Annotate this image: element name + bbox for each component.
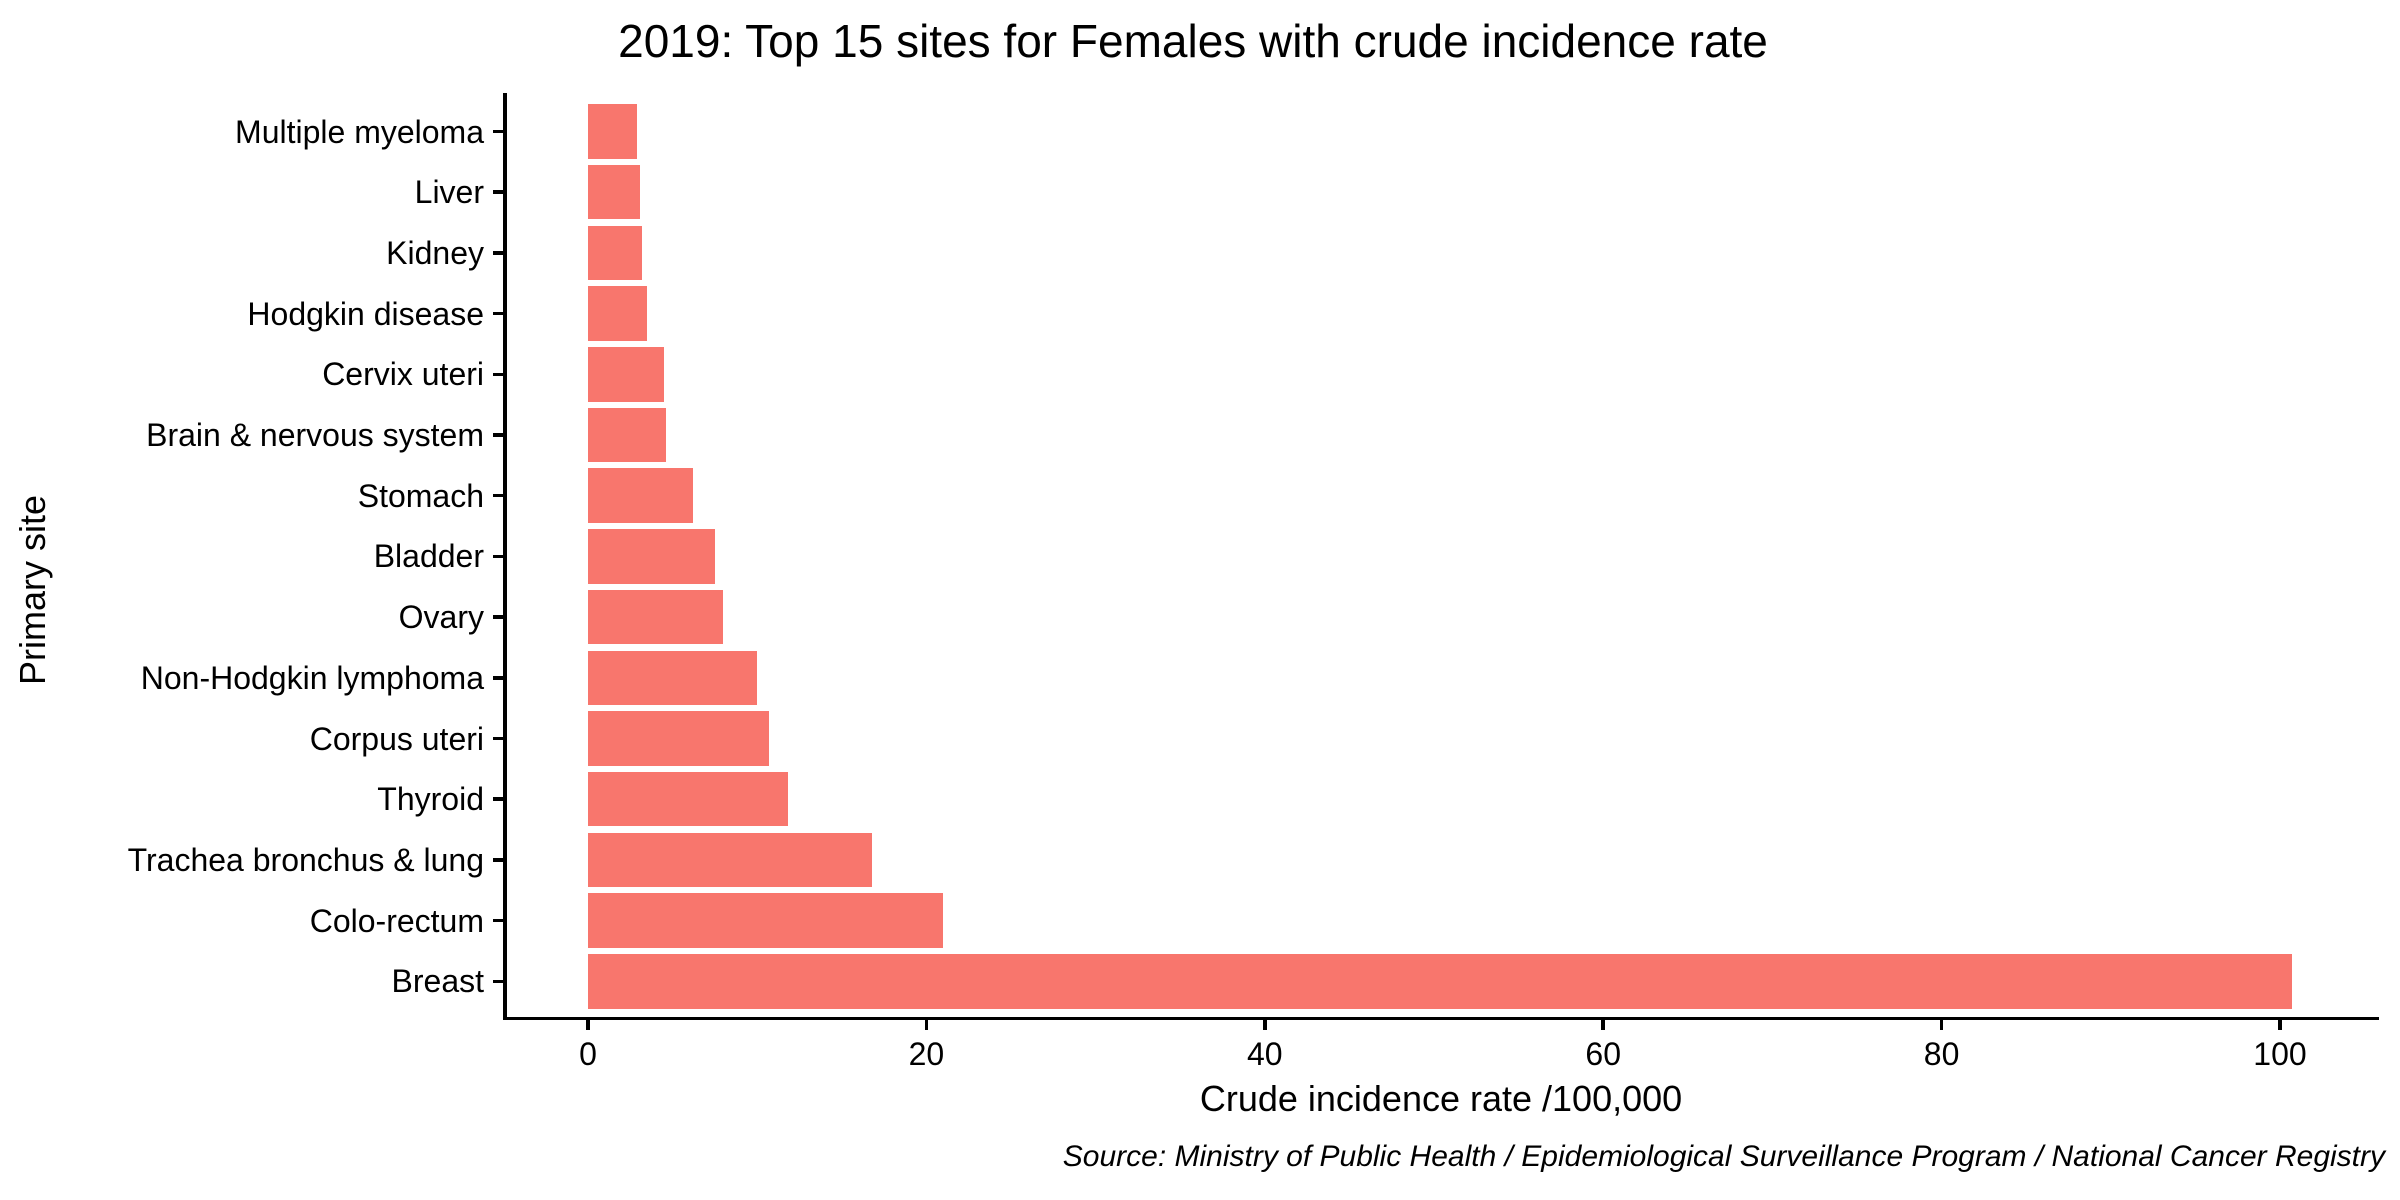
- y-tick-label: Non-Hodgkin lymphoma: [140, 659, 484, 696]
- bar: [588, 954, 2292, 1009]
- y-tick-mark: [492, 858, 504, 862]
- x-tick-label: 80: [1923, 1036, 1960, 1072]
- y-tick-mark: [492, 918, 504, 923]
- y-tick-label: Trachea bronchus & lung: [127, 841, 484, 878]
- x-axis-line: [503, 1016, 2379, 1020]
- y-tick-mark: [492, 190, 504, 194]
- bar: [588, 589, 724, 645]
- y-tick-label: Multiple myeloma: [235, 113, 484, 150]
- x-tick-label: 40: [1247, 1036, 1283, 1072]
- bar: [588, 407, 666, 463]
- y-tick-mark: [492, 554, 504, 559]
- x-tick-mark: [924, 1020, 929, 1030]
- x-tick-mark: [2278, 1020, 2282, 1030]
- y-tick-label: Kidney: [386, 234, 484, 271]
- bar: [588, 347, 665, 402]
- bar: [588, 164, 641, 220]
- x-tick-mark: [1263, 1020, 1267, 1030]
- y-tick-label: Cervix uteri: [322, 356, 484, 393]
- y-tick-mark: [492, 676, 504, 680]
- bar: [588, 286, 648, 341]
- x-axis-title: Crude incidence rate /100,000: [1199, 1078, 1683, 1119]
- y-tick-label: Bladder: [373, 538, 484, 575]
- source-caption: Source: Ministry of Public Health / Epid…: [1062, 1140, 2385, 1173]
- bar: [588, 650, 758, 706]
- y-axis-title: Primary site: [12, 494, 53, 686]
- y-tick-mark: [492, 615, 504, 619]
- bar: [588, 104, 638, 159]
- bar: [588, 529, 715, 584]
- y-tick-label: Stomach: [357, 477, 484, 514]
- y-tick-label: Brain & nervous system: [146, 417, 484, 453]
- bar: [588, 468, 693, 523]
- y-tick-label: Breast: [391, 963, 484, 1000]
- x-tick-mark: [1939, 1020, 1944, 1030]
- y-tick-mark: [492, 372, 504, 377]
- bar: [588, 832, 873, 888]
- x-tick-label: 100: [2253, 1036, 2307, 1072]
- bar: [588, 225, 643, 281]
- y-tick-mark: [492, 129, 504, 134]
- bar: [588, 771, 788, 827]
- y-tick-label: Ovary: [398, 599, 484, 636]
- y-tick-mark: [492, 979, 504, 984]
- bar: [588, 711, 770, 766]
- y-axis-line: [503, 93, 507, 1020]
- y-tick-mark: [492, 797, 504, 801]
- y-tick-label: Thyroid: [377, 781, 484, 818]
- bar: [588, 893, 944, 948]
- y-tick-label: Hodgkin disease: [247, 295, 484, 332]
- x-tick-label: 20: [908, 1036, 945, 1072]
- y-tick-mark: [492, 251, 504, 255]
- y-tick-mark: [492, 493, 504, 498]
- y-tick-mark: [492, 736, 504, 741]
- y-tick-label: Liver: [414, 174, 484, 211]
- x-tick-label: 0: [579, 1036, 597, 1072]
- y-tick-label: Corpus uteri: [309, 720, 484, 757]
- x-tick-mark: [1601, 1020, 1605, 1030]
- x-tick-mark: [586, 1020, 590, 1030]
- chart-title: 2019: Top 15 sites for Females with crud…: [618, 15, 1768, 67]
- x-tick-label: 60: [1585, 1036, 1621, 1072]
- y-tick-mark: [492, 311, 504, 316]
- y-tick-label: Colo-rectum: [309, 902, 484, 939]
- y-tick-mark: [492, 433, 504, 437]
